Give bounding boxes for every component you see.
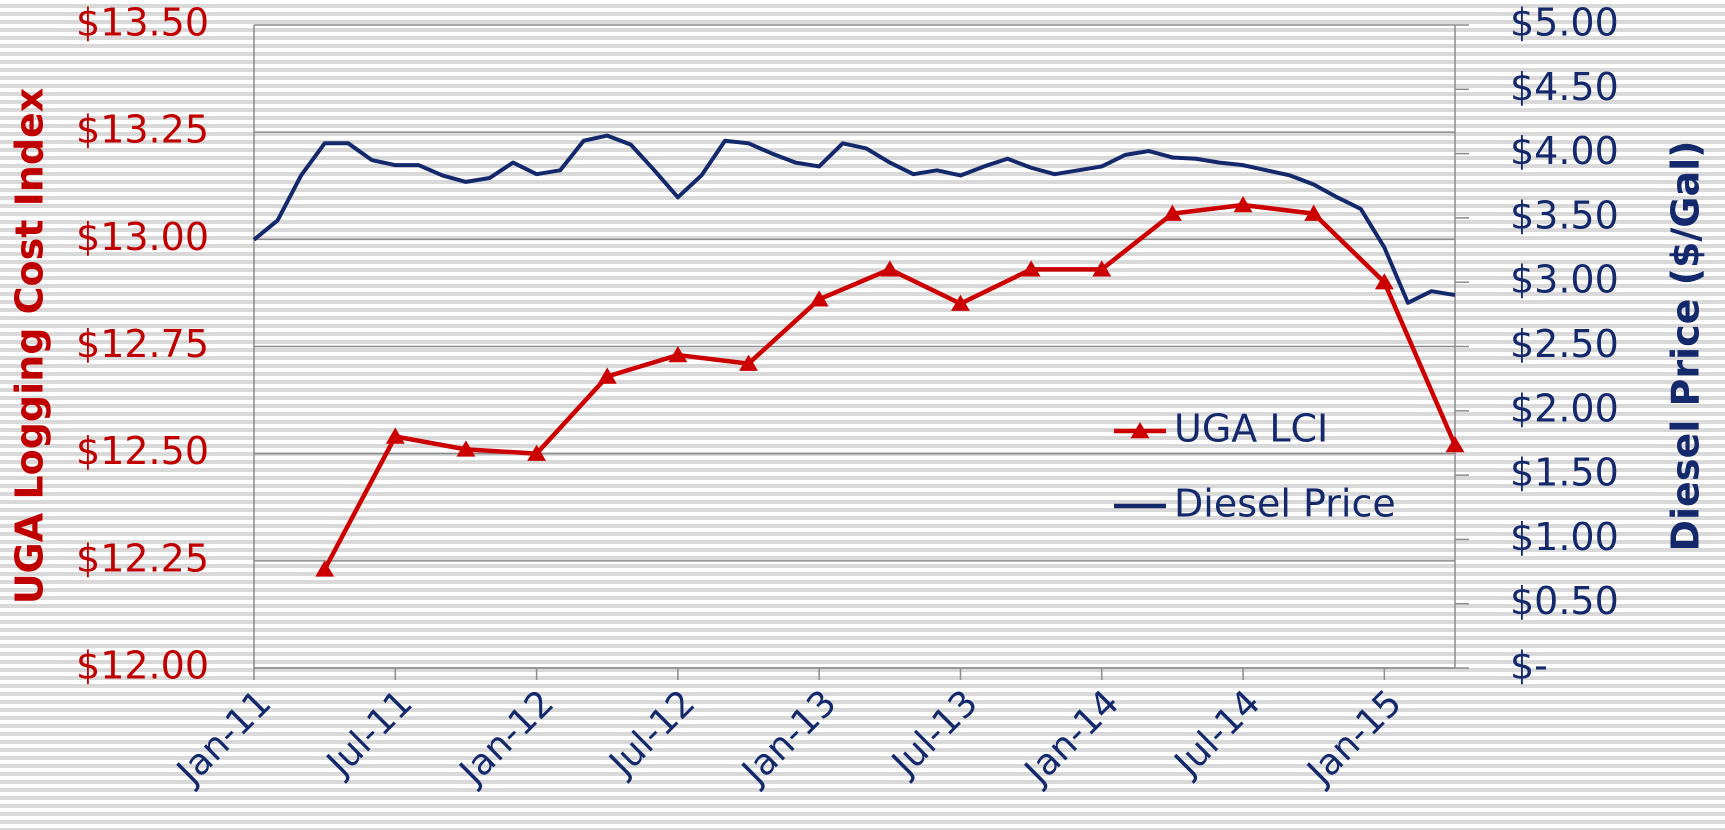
data-point <box>1162 204 1182 221</box>
series-line <box>252 133 1456 305</box>
data-point <box>739 354 758 371</box>
legend-label: Diesel Price <box>1174 482 1396 526</box>
legend: UGA LCI Diesel Price <box>1114 407 1396 526</box>
legend-marker <box>1130 422 1150 439</box>
y2-tick-label: $2.00 <box>1510 386 1619 430</box>
data-point <box>1021 260 1041 277</box>
y-tick-label: $12.00 <box>76 644 209 688</box>
data-point <box>668 346 688 363</box>
y2-tick-label: $5.00 <box>1510 1 1619 45</box>
x-tick-label: Jul-11 <box>318 682 421 785</box>
data-point <box>809 290 829 307</box>
y-tick-label: $13.50 <box>76 1 209 45</box>
data-point <box>1374 273 1394 290</box>
x-tick-label: Jan-11 <box>168 682 279 793</box>
y-tick-label: $12.75 <box>76 322 209 366</box>
data-point <box>1304 204 1324 221</box>
x-tick-label: Jul-13 <box>883 682 986 785</box>
y2-axis-title: Diesel Price ($/Gal) <box>1664 140 1708 551</box>
y2-tick-label: $4.50 <box>1510 65 1619 109</box>
data-point <box>456 440 476 457</box>
x-tick-label: Jul-12 <box>601 682 704 785</box>
data-point <box>880 260 900 277</box>
y2-tick-label: $2.50 <box>1510 322 1619 366</box>
y-tick-label: $12.25 <box>76 536 209 580</box>
data-point <box>527 444 547 461</box>
data-point <box>1233 196 1253 213</box>
y-tick-label: $13.00 <box>76 215 209 259</box>
data-point <box>951 294 970 311</box>
y2-tick-label: $1.00 <box>1510 515 1619 559</box>
y2-tick-label: $1.50 <box>1510 451 1619 495</box>
y-tick-label: $12.50 <box>76 429 209 473</box>
y2-tick-label: $- <box>1510 644 1548 688</box>
data-point <box>315 560 335 577</box>
x-tick-label: Jan-13 <box>733 682 844 793</box>
data-point <box>597 367 617 384</box>
y2-tick-label: $3.50 <box>1510 193 1619 237</box>
x-tick-label: Jan-12 <box>451 682 562 793</box>
legend-label: UGA LCI <box>1174 407 1328 451</box>
x-tick-label: Jan-15 <box>1299 682 1410 793</box>
y2-tick-label: $0.50 <box>1510 579 1619 623</box>
y2-tick-label: $4.00 <box>1510 129 1619 173</box>
y-tick-label: $13.25 <box>76 108 209 152</box>
x-tick-label: Jan-14 <box>1016 682 1127 793</box>
data-point <box>1092 260 1112 277</box>
x-tick-label: Jul-14 <box>1166 682 1269 785</box>
data-point <box>385 427 405 444</box>
y-axis-title: UGA Logging Cost Index <box>8 88 52 605</box>
y2-tick-label: $3.00 <box>1510 258 1619 302</box>
data-point <box>1445 436 1465 453</box>
